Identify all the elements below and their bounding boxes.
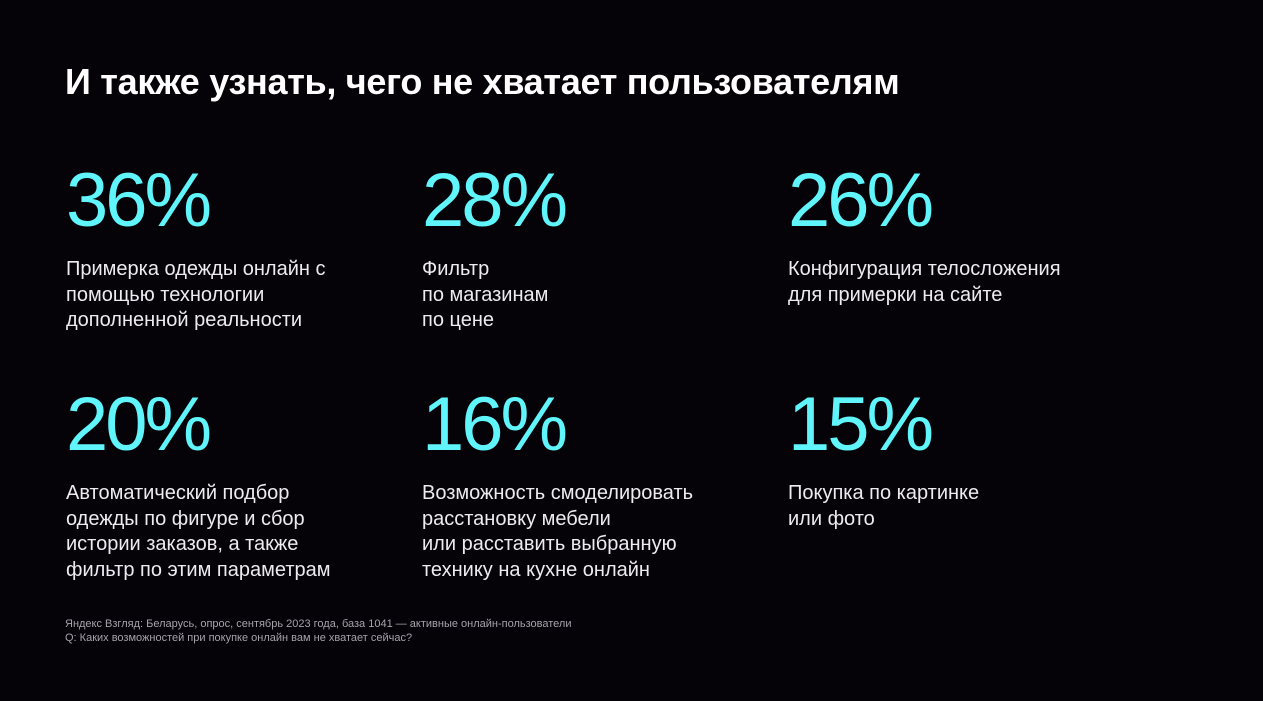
stat-description: Покупка по картинке или фото bbox=[788, 482, 980, 530]
footnote-question: Q: Каких возможностей при покупке онлайн… bbox=[65, 631, 413, 644]
stat-block-auto-fit-selection: 20% Автоматический подбор одежды по фигу… bbox=[66, 387, 330, 583]
stat-percentage: 20% bbox=[66, 382, 212, 467]
stat-percentage: 26% bbox=[788, 158, 934, 243]
stat-block-furniture-modeling: 16% Возможность смоделировать расстановк… bbox=[422, 387, 693, 583]
stat-description: Конфигурация телосложения для примерки н… bbox=[788, 258, 1061, 306]
stat-block-ar-try-on: 36% Примерка одежды онлайн с помощью тех… bbox=[66, 163, 326, 334]
stat-block-image-search: 15% Покупка по картинке или фото bbox=[788, 387, 979, 532]
stat-percentage: 36% bbox=[66, 158, 212, 243]
stat-percentage: 28% bbox=[422, 158, 568, 243]
stat-percentage: 16% bbox=[422, 382, 568, 467]
stat-percentage: 15% bbox=[788, 382, 934, 467]
footnote-source: Яндекс Взгляд: Беларусь, опрос, сентябрь… bbox=[65, 618, 572, 630]
stat-block-body-configuration: 26% Конфигурация телосложения для пример… bbox=[788, 163, 1061, 308]
stat-block-store-price-filter: 28% Фильтр по магазинам по цене bbox=[422, 158, 568, 334]
stat-description: Примерка одежды онлайн с помощью техноло… bbox=[66, 258, 326, 331]
slide-title: И также узнать, чего не хватает пользова… bbox=[65, 61, 900, 102]
stat-description: Автоматический подбор одежды по фигуре и… bbox=[66, 482, 331, 581]
stat-description: Фильтр по магазинам по цене bbox=[422, 258, 549, 331]
stat-description: Возможность смоделировать расстановку ме… bbox=[422, 482, 694, 581]
footnote: Яндекс Взгляд: Беларусь, опрос, сентябрь… bbox=[65, 618, 572, 645]
